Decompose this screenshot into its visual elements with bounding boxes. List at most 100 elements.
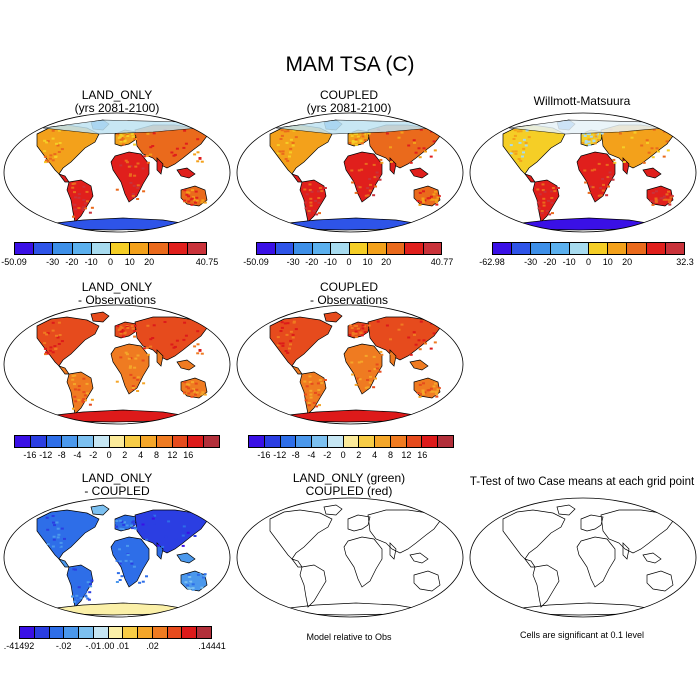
grid-cell [74,208,78,211]
grid-cell [414,151,418,154]
grid-cell [136,390,140,392]
grid-cell [145,154,149,157]
grid-cell [421,200,425,203]
grid-cell [191,388,195,391]
grid-cell [378,178,382,181]
grid-cell [46,332,50,335]
grid-cell [128,174,132,177]
grid-cell [359,140,363,143]
grid-cell [351,181,355,184]
colorbar-tick-label: -.01 [85,641,102,651]
colorbar-coupled-minus-obs [248,435,454,448]
grid-cell [136,198,140,200]
colorbar-tick-label: -10 [84,257,98,267]
grid-cell [142,190,146,193]
grid-cell [83,394,87,397]
grid-cell [646,141,649,144]
grid-cell [152,324,156,327]
grid-cell [429,390,433,393]
grid-cell [537,207,541,210]
grid-cell [78,588,81,591]
grid-cell [146,132,150,135]
grid-cell [118,562,122,565]
panel-title-line1: COUPLED [319,88,378,102]
grid-cell [541,189,545,192]
grid-cell [115,380,119,383]
landmass-sea [176,552,196,564]
landmass-ind [156,349,164,367]
grid-cell [288,347,291,350]
grid-cell [71,186,75,189]
colorbar-cell [111,243,131,254]
grid-cell [556,187,560,189]
grid-cell [353,324,357,327]
grid-cell [435,203,439,206]
map-land-only [3,112,231,233]
grid-cell [73,196,77,199]
colorbar-cell [188,436,205,447]
landmass-ind [389,542,397,560]
grid-cell [54,347,58,350]
grid-cell [584,140,588,142]
grid-cell [597,194,601,197]
grid-cell [350,327,354,329]
grid-cell [142,533,146,536]
grid-cell [303,393,307,396]
grid-cell [422,339,426,342]
grid-cell [202,576,205,579]
colorbar-cell [296,436,313,447]
grid-cell [192,198,196,201]
colorbar-cell [149,243,169,254]
grid-cell [424,342,427,345]
grid-cell [132,376,136,379]
panel-title-line2: (yrs 2081-2100) [306,101,392,115]
grid-cell [153,514,157,517]
grid-cell [522,138,526,141]
grid-cell [119,325,123,328]
grid-cell [292,321,296,324]
grid-cell [82,575,86,578]
landmass-sea [642,552,662,564]
grid-cell [307,404,311,407]
grid-cell [601,189,605,192]
grid-cell [146,353,150,356]
landmass-af [343,343,383,395]
grid-cell [187,392,191,395]
grid-cell [136,378,140,381]
colorbar-coupled [256,242,442,255]
grid-cell [131,327,135,330]
grid-cell [141,580,145,583]
landmass-an [279,409,421,423]
colorbar-tick-label: -8 [291,450,300,460]
grid-cell [187,573,191,576]
landmass-ind [622,542,630,560]
grid-cell [120,326,124,329]
colorbar-tick-label: -16 [23,450,37,460]
grid-cell [286,159,290,162]
grid-cell [421,197,425,200]
grid-cell [51,137,55,140]
grid-cell [548,213,552,216]
colorbar-tick-label: 20 [381,257,392,267]
grid-cell [602,183,605,186]
grid-cell [43,150,47,153]
grid-cell [191,189,194,192]
colorbar-cell [405,243,424,254]
colorbar-cell [438,436,453,447]
grid-cell [136,162,140,165]
grid-cell [183,381,187,384]
colorbar-tick-label: -10 [323,257,337,267]
colorbar-cell [589,243,609,254]
grid-cell [188,587,192,590]
grid-cell [200,160,204,163]
grid-cell [128,366,132,369]
grid-cell [660,197,664,200]
grid-cell [524,144,528,147]
grid-cell [122,138,125,141]
grid-cell [354,191,358,194]
grid-cell [369,375,372,378]
grid-cell [354,330,358,333]
grid-cell [363,331,367,334]
grid-cell [525,129,529,132]
grid-cell [53,153,57,156]
